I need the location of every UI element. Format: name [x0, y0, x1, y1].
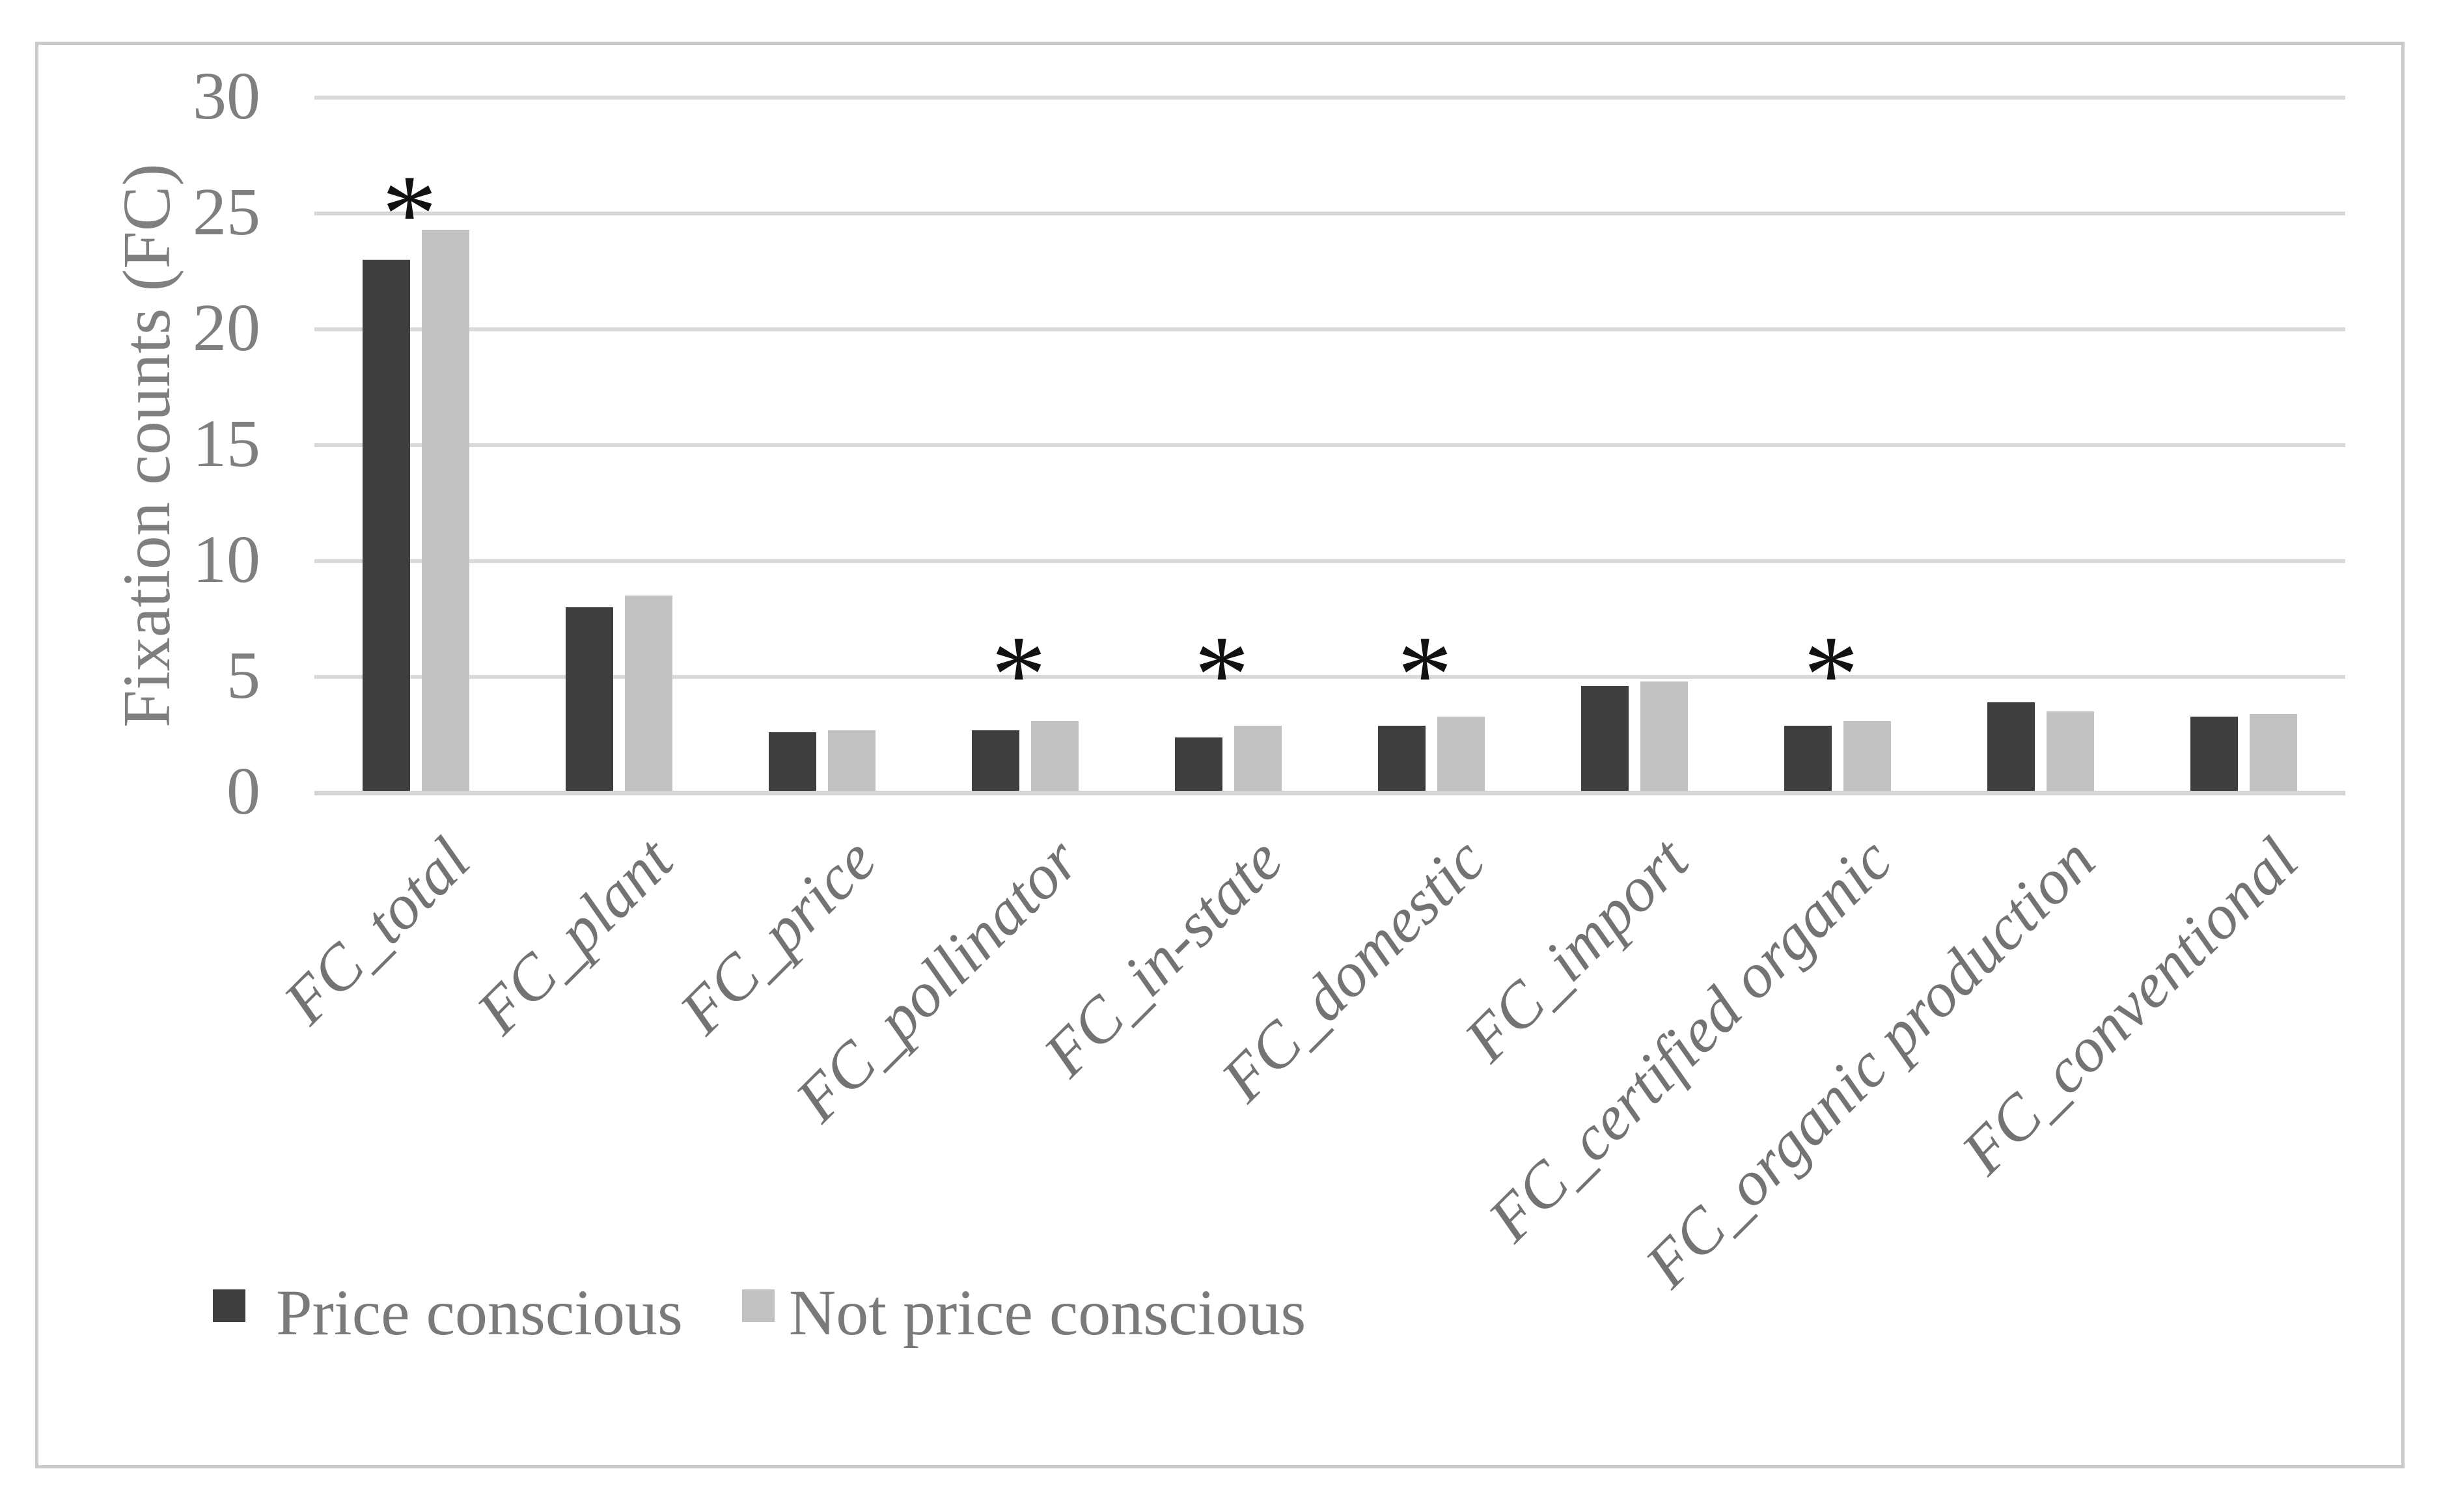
gridline-y20	[314, 327, 2345, 331]
bar-FC_pollinator-price-conscious	[972, 730, 1019, 793]
bar-FC_price-price-conscious	[769, 732, 816, 793]
bar-FC_pollinator-not-price-conscious	[1031, 721, 1079, 793]
gridline-y30	[314, 96, 2345, 100]
gridline-y15	[314, 443, 2345, 447]
legend-marker-not-price-conscious	[742, 1289, 775, 1322]
y-tick-label-20: 20	[193, 290, 260, 365]
bar-FC_plant-price-conscious	[566, 607, 613, 793]
bar-FC_import-not-price-conscious	[1640, 681, 1688, 793]
bar-FC_total-price-conscious	[363, 260, 410, 793]
bar-FC_certified organic-price-conscious	[1784, 725, 1832, 793]
y-tick-label-15: 15	[193, 406, 260, 481]
bar-FC_import-price-conscious	[1581, 686, 1629, 793]
bar-FC_price-not-price-conscious	[828, 730, 876, 793]
bar-FC_in-state-not-price-conscious	[1234, 725, 1282, 793]
gridline-y25	[314, 212, 2345, 215]
bar-FC_organic production-not-price-conscious	[2047, 711, 2094, 793]
bar-FC_plant-not-price-conscious	[625, 596, 672, 793]
gridline-y10	[314, 559, 2345, 563]
significance-asterisk-FC_in-state: *	[1194, 612, 1250, 735]
y-tick-label-25: 25	[193, 174, 260, 249]
significance-asterisk-FC_certified organic: *	[1803, 612, 1859, 735]
significance-asterisk-FC_total: *	[381, 152, 437, 275]
legend-marker-price-conscious	[213, 1289, 245, 1322]
y-tick-label-5: 5	[227, 638, 260, 713]
bar-FC_conventional-price-conscious	[2190, 716, 2238, 793]
bar-FC_certified organic-not-price-conscious	[1843, 721, 1891, 793]
bar-FC_domestic-not-price-conscious	[1437, 716, 1485, 793]
x-axis-line	[314, 791, 2345, 795]
y-tick-label-30: 30	[193, 59, 260, 133]
y-tick-label-0: 0	[227, 754, 260, 829]
legend-label-price-conscious: Price conscious	[276, 1276, 683, 1349]
bar-FC_in-state-price-conscious	[1175, 737, 1222, 793]
significance-asterisk-FC_pollinator: *	[991, 612, 1047, 735]
gridline-y5	[314, 675, 2345, 679]
bar-FC_conventional-not-price-conscious	[2250, 713, 2297, 793]
legend-label-not-price-conscious: Not price conscious	[789, 1276, 1306, 1349]
bar-FC_organic production-price-conscious	[1987, 702, 2035, 793]
bar-FC_domestic-price-conscious	[1378, 725, 1426, 793]
bar-FC_total-not-price-conscious	[422, 229, 469, 793]
significance-asterisk-FC_domestic: *	[1397, 612, 1453, 735]
y-tick-label-10: 10	[193, 522, 260, 597]
